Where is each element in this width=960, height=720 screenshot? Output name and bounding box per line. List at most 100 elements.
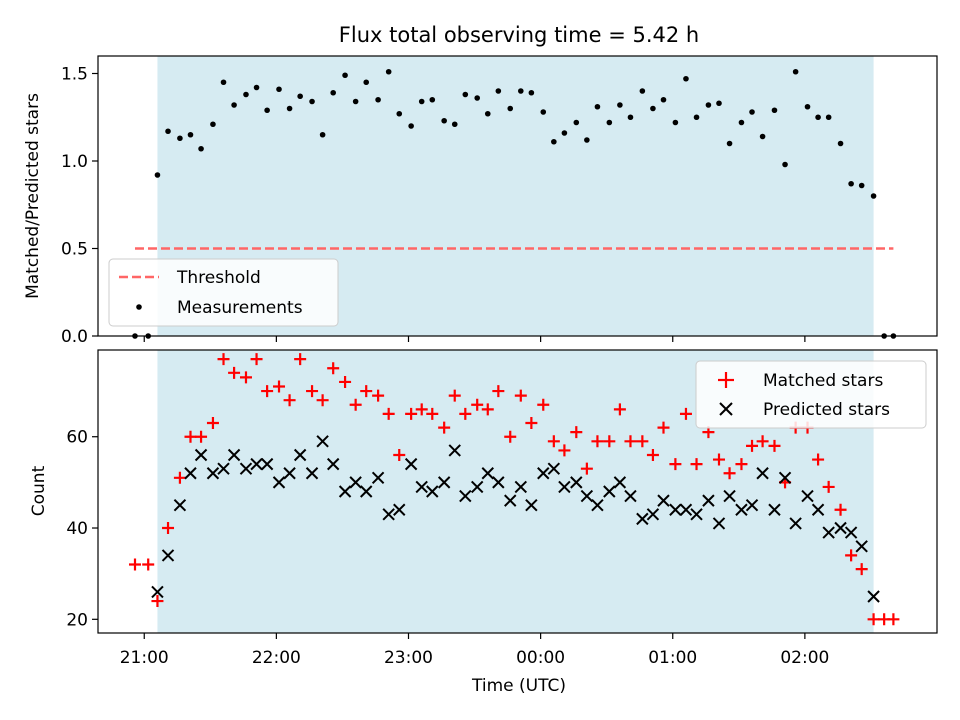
matched-star-point xyxy=(636,435,649,448)
matched-star-point xyxy=(162,522,175,535)
measurement-point xyxy=(759,133,766,140)
bottom-ylabel: Count xyxy=(29,465,49,516)
matched-star-point xyxy=(514,389,527,402)
measurement-point xyxy=(462,91,469,98)
predicted-star-point xyxy=(723,489,736,503)
measurement-point xyxy=(551,138,557,145)
matched-star-point xyxy=(822,480,835,493)
predicted-star-point xyxy=(735,503,748,516)
measurement-point xyxy=(606,119,613,126)
top-ytick-label: 0.0 xyxy=(61,327,88,347)
measurement-point xyxy=(297,93,303,100)
predicted-star-point xyxy=(768,503,781,516)
matched-star-point xyxy=(570,426,583,439)
matched-star-point xyxy=(855,563,868,576)
matched-star-point xyxy=(471,398,484,411)
predicted-star-point xyxy=(173,498,187,512)
measurement-point xyxy=(451,121,458,128)
matched-star-point xyxy=(372,389,385,402)
matched-star-point xyxy=(746,439,759,452)
bottom-xtick-label: 21:00 xyxy=(120,648,169,668)
predicted-star-point xyxy=(811,503,825,516)
measurement-point xyxy=(154,172,161,178)
measurement-point xyxy=(716,100,722,107)
predicted-star-point xyxy=(349,476,362,489)
measurement-point xyxy=(573,119,580,126)
measurement-point xyxy=(418,98,425,105)
matched-star-point xyxy=(756,435,769,448)
predicted-star-point xyxy=(702,494,715,507)
measurement-point xyxy=(848,180,854,187)
predicted-star-point xyxy=(636,512,649,526)
measurement-point xyxy=(474,95,481,101)
matched-star-point xyxy=(184,430,197,443)
top-ytick-label: 1.5 xyxy=(61,65,88,85)
matched-star-point xyxy=(306,385,319,398)
measurement-point xyxy=(804,103,811,110)
predicted-star-point xyxy=(504,494,517,507)
matched-star-point xyxy=(294,353,307,366)
legend-predicted-swatch xyxy=(719,402,733,416)
matched-star-point xyxy=(558,444,571,457)
measurement-point xyxy=(319,131,326,138)
matched-star-point xyxy=(723,467,736,480)
measurement-point xyxy=(429,96,436,103)
measurement-point xyxy=(693,114,700,121)
matched-star-point xyxy=(217,353,230,366)
top-ylabel: Matched/Predicted stars xyxy=(23,93,43,299)
measurement-point xyxy=(330,89,336,96)
matched-star-point xyxy=(273,380,286,393)
measurement-point xyxy=(650,105,656,112)
measurement-point xyxy=(484,110,491,117)
predicted-star-point xyxy=(360,485,373,498)
measurement-point xyxy=(309,98,315,105)
predicted-star-point xyxy=(669,503,682,516)
measurement-point xyxy=(231,102,237,108)
matched-star-point xyxy=(393,448,406,461)
legend-measurements-swatch xyxy=(136,304,142,310)
matched-star-point xyxy=(228,366,241,379)
measurement-point xyxy=(210,121,216,128)
predicted-star-point xyxy=(537,467,550,480)
matched-star-point xyxy=(712,453,725,466)
bottom-panel: 20 40 60 21:00 22:00 23:00 00:00 01:00 02:00 Co… xyxy=(29,349,938,696)
matched-star-point xyxy=(239,371,252,384)
measurement-point xyxy=(396,110,403,117)
measurement-point xyxy=(342,72,348,79)
matched-star-point xyxy=(887,613,900,626)
chart-title: Flux total observing time = 5.42 h xyxy=(339,23,699,47)
matched-star-point xyxy=(504,430,517,443)
predicted-star-point xyxy=(316,435,329,448)
measurement-point xyxy=(352,98,359,105)
measurement-point xyxy=(617,102,623,108)
matched-star-point xyxy=(283,394,296,407)
predicted-star-point xyxy=(646,508,660,521)
predicted-star-point xyxy=(326,457,340,471)
predicted-star-point xyxy=(679,503,693,516)
matched-star-point xyxy=(867,613,880,626)
predicted-star-point xyxy=(867,590,880,603)
bottom-xtick-label: 01:00 xyxy=(648,648,697,668)
predicted-star-point xyxy=(260,457,274,471)
matched-star-point xyxy=(261,385,274,398)
matched-star-point xyxy=(327,362,340,375)
measurement-point xyxy=(177,135,183,142)
legend-predicted-label: Predicted stars xyxy=(763,400,890,420)
legend-matched-label: Matched stars xyxy=(763,371,883,391)
matched-star-point xyxy=(481,403,494,416)
matched-star-point xyxy=(580,462,593,475)
matched-star-point xyxy=(624,435,637,448)
measurement-point xyxy=(837,140,844,147)
predicted-star-point xyxy=(227,448,241,462)
measurement-point xyxy=(672,119,679,126)
bottom-xlabel: Time (UTC) xyxy=(471,676,566,696)
matched-star-point xyxy=(195,430,208,443)
predicted-star-point xyxy=(558,480,571,494)
measurement-point xyxy=(705,102,712,108)
measurement-point xyxy=(243,91,249,98)
measurement-point xyxy=(264,107,270,114)
measurement-point xyxy=(276,86,282,93)
measurement-point xyxy=(870,193,877,199)
predicted-star-point xyxy=(206,467,220,480)
